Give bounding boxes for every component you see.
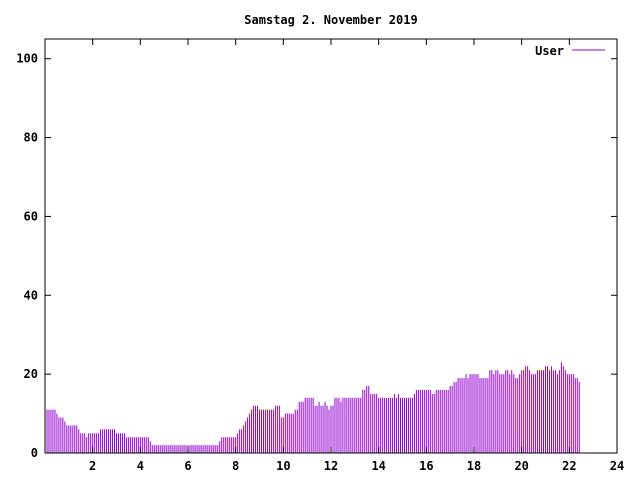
- y-tick-label: 40: [24, 288, 38, 302]
- x-tick-label: 18: [467, 459, 481, 473]
- x-axis-ticks: 2 4 6 8 10 12 14 16 18 20 22 24: [89, 39, 624, 473]
- legend-label-user: User: [535, 44, 564, 58]
- x-tick-label: 22: [562, 459, 576, 473]
- x-tick-label: 24: [610, 459, 624, 473]
- y-tick-label: 20: [24, 367, 38, 381]
- x-tick-label: 10: [276, 459, 290, 473]
- y-tick-label: 0: [31, 446, 38, 460]
- x-tick-label: 14: [371, 459, 385, 473]
- x-tick-label: 12: [324, 459, 338, 473]
- x-tick-label: 4: [137, 459, 144, 473]
- y-axis-ticks: 0 20 40 60 80 100: [16, 52, 617, 460]
- legend: User: [535, 44, 605, 58]
- y-tick-label: 100: [16, 52, 38, 66]
- y-tick-label: 60: [24, 209, 38, 223]
- x-tick-label: 6: [184, 459, 191, 473]
- x-tick-label: 8: [232, 459, 239, 473]
- x-tick-label: 2: [89, 459, 96, 473]
- y-tick-label: 80: [24, 131, 38, 145]
- chart-title: Samstag 2. November 2019: [244, 13, 417, 27]
- x-tick-label: 16: [419, 459, 433, 473]
- x-tick-label: 20: [514, 459, 528, 473]
